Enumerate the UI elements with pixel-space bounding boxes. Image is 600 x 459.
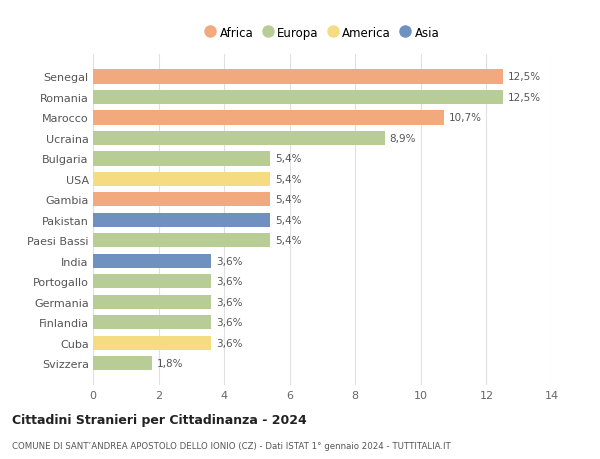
Bar — [93, 152, 270, 166]
Text: 5,4%: 5,4% — [275, 195, 301, 205]
Text: 5,4%: 5,4% — [275, 215, 301, 225]
Text: 12,5%: 12,5% — [508, 72, 541, 82]
Bar — [93, 193, 270, 207]
Bar — [93, 315, 211, 330]
Text: 5,4%: 5,4% — [275, 236, 301, 246]
Bar — [93, 336, 211, 350]
Text: 10,7%: 10,7% — [449, 113, 482, 123]
Text: 3,6%: 3,6% — [216, 338, 242, 348]
Legend: Africa, Europa, America, Asia: Africa, Europa, America, Asia — [203, 25, 442, 42]
Text: Cittadini Stranieri per Cittadinanza - 2024: Cittadini Stranieri per Cittadinanza - 2… — [12, 413, 307, 426]
Text: 5,4%: 5,4% — [275, 154, 301, 164]
Text: 3,6%: 3,6% — [216, 318, 242, 328]
Text: 3,6%: 3,6% — [216, 297, 242, 307]
Text: 8,9%: 8,9% — [390, 134, 416, 144]
Bar — [93, 172, 270, 187]
Text: 3,6%: 3,6% — [216, 277, 242, 286]
Bar — [93, 90, 503, 105]
Bar — [93, 213, 270, 228]
Text: 3,6%: 3,6% — [216, 256, 242, 266]
Text: 1,8%: 1,8% — [157, 358, 184, 369]
Text: 12,5%: 12,5% — [508, 93, 541, 103]
Text: 5,4%: 5,4% — [275, 174, 301, 185]
Text: COMUNE DI SANT’ANDREA APOSTOLO DELLO IONIO (CZ) - Dati ISTAT 1° gennaio 2024 - T: COMUNE DI SANT’ANDREA APOSTOLO DELLO ION… — [12, 441, 451, 450]
Bar — [93, 295, 211, 309]
Bar — [93, 111, 444, 125]
Bar — [93, 254, 211, 269]
Bar — [93, 356, 152, 370]
Bar — [93, 274, 211, 289]
Bar — [93, 234, 270, 248]
Bar — [93, 131, 385, 146]
Bar — [93, 70, 503, 84]
